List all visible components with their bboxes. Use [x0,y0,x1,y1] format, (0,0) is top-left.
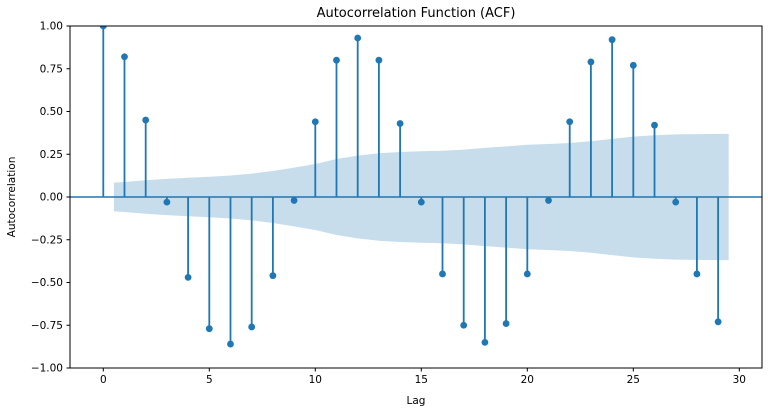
acf-marker [523,270,531,278]
acf-marker [354,34,362,42]
x-tick-label: 25 [627,374,640,386]
acf-marker [163,198,171,206]
acf-marker [651,121,658,129]
y-tick-label: 0.25 [40,149,63,161]
y-tick-label: −1.00 [31,363,63,375]
acf-marker [290,197,298,204]
acf-marker [629,61,637,69]
x-tick-label: 10 [309,374,322,386]
acf-marker [672,198,680,206]
acf-marker [460,321,468,329]
plot-generated-layer: 0 5 10 15 20 25 30 1.00 0.75 0.50 0.25 0.00 −0.25 −0.… [31,21,763,386]
acf-marker [439,270,446,278]
acf-marker [227,340,234,348]
plot-area [70,26,762,348]
acf-marker [481,338,489,346]
x-tick-label: 15 [415,374,428,386]
x-tick-label: 0 [100,374,107,386]
acf-marker [375,56,383,64]
x-tick-label: 30 [733,374,746,386]
y-tick-label: −0.75 [31,320,63,332]
y-tick-label: 0.50 [40,106,63,118]
chart-title: Autocorrelation Function (ACF) [317,6,516,21]
x-tick-label: 20 [521,374,534,386]
acf-marker [587,58,595,66]
acf-marker [248,323,256,331]
y-tick-label: −0.25 [31,234,63,246]
acf-marker [566,118,574,126]
y-tick-label: 0.00 [40,192,63,204]
y-tick-label: 1.00 [40,21,63,33]
acf-marker [205,325,213,333]
y-axis-label: Autocorrelation [6,157,18,238]
x-tick-label: 5 [206,374,213,386]
y-tick-label: −0.50 [31,277,63,289]
acf-marker [333,56,340,64]
acf-marker [545,197,552,204]
acf-marker [608,36,616,44]
acf-marker [396,120,404,127]
acf-marker [142,116,150,124]
acf-marker [502,320,510,327]
acf-marker [693,270,701,278]
acf-marker [311,118,319,126]
acf-marker [714,318,722,326]
acf-marker [99,26,107,30]
acf-marker [269,272,277,280]
y-tick-label: 0.75 [40,63,63,75]
x-axis-label: Lag [407,395,426,407]
acf-marker [417,198,425,206]
acf-marker [184,273,192,281]
acf-marker [121,53,128,61]
